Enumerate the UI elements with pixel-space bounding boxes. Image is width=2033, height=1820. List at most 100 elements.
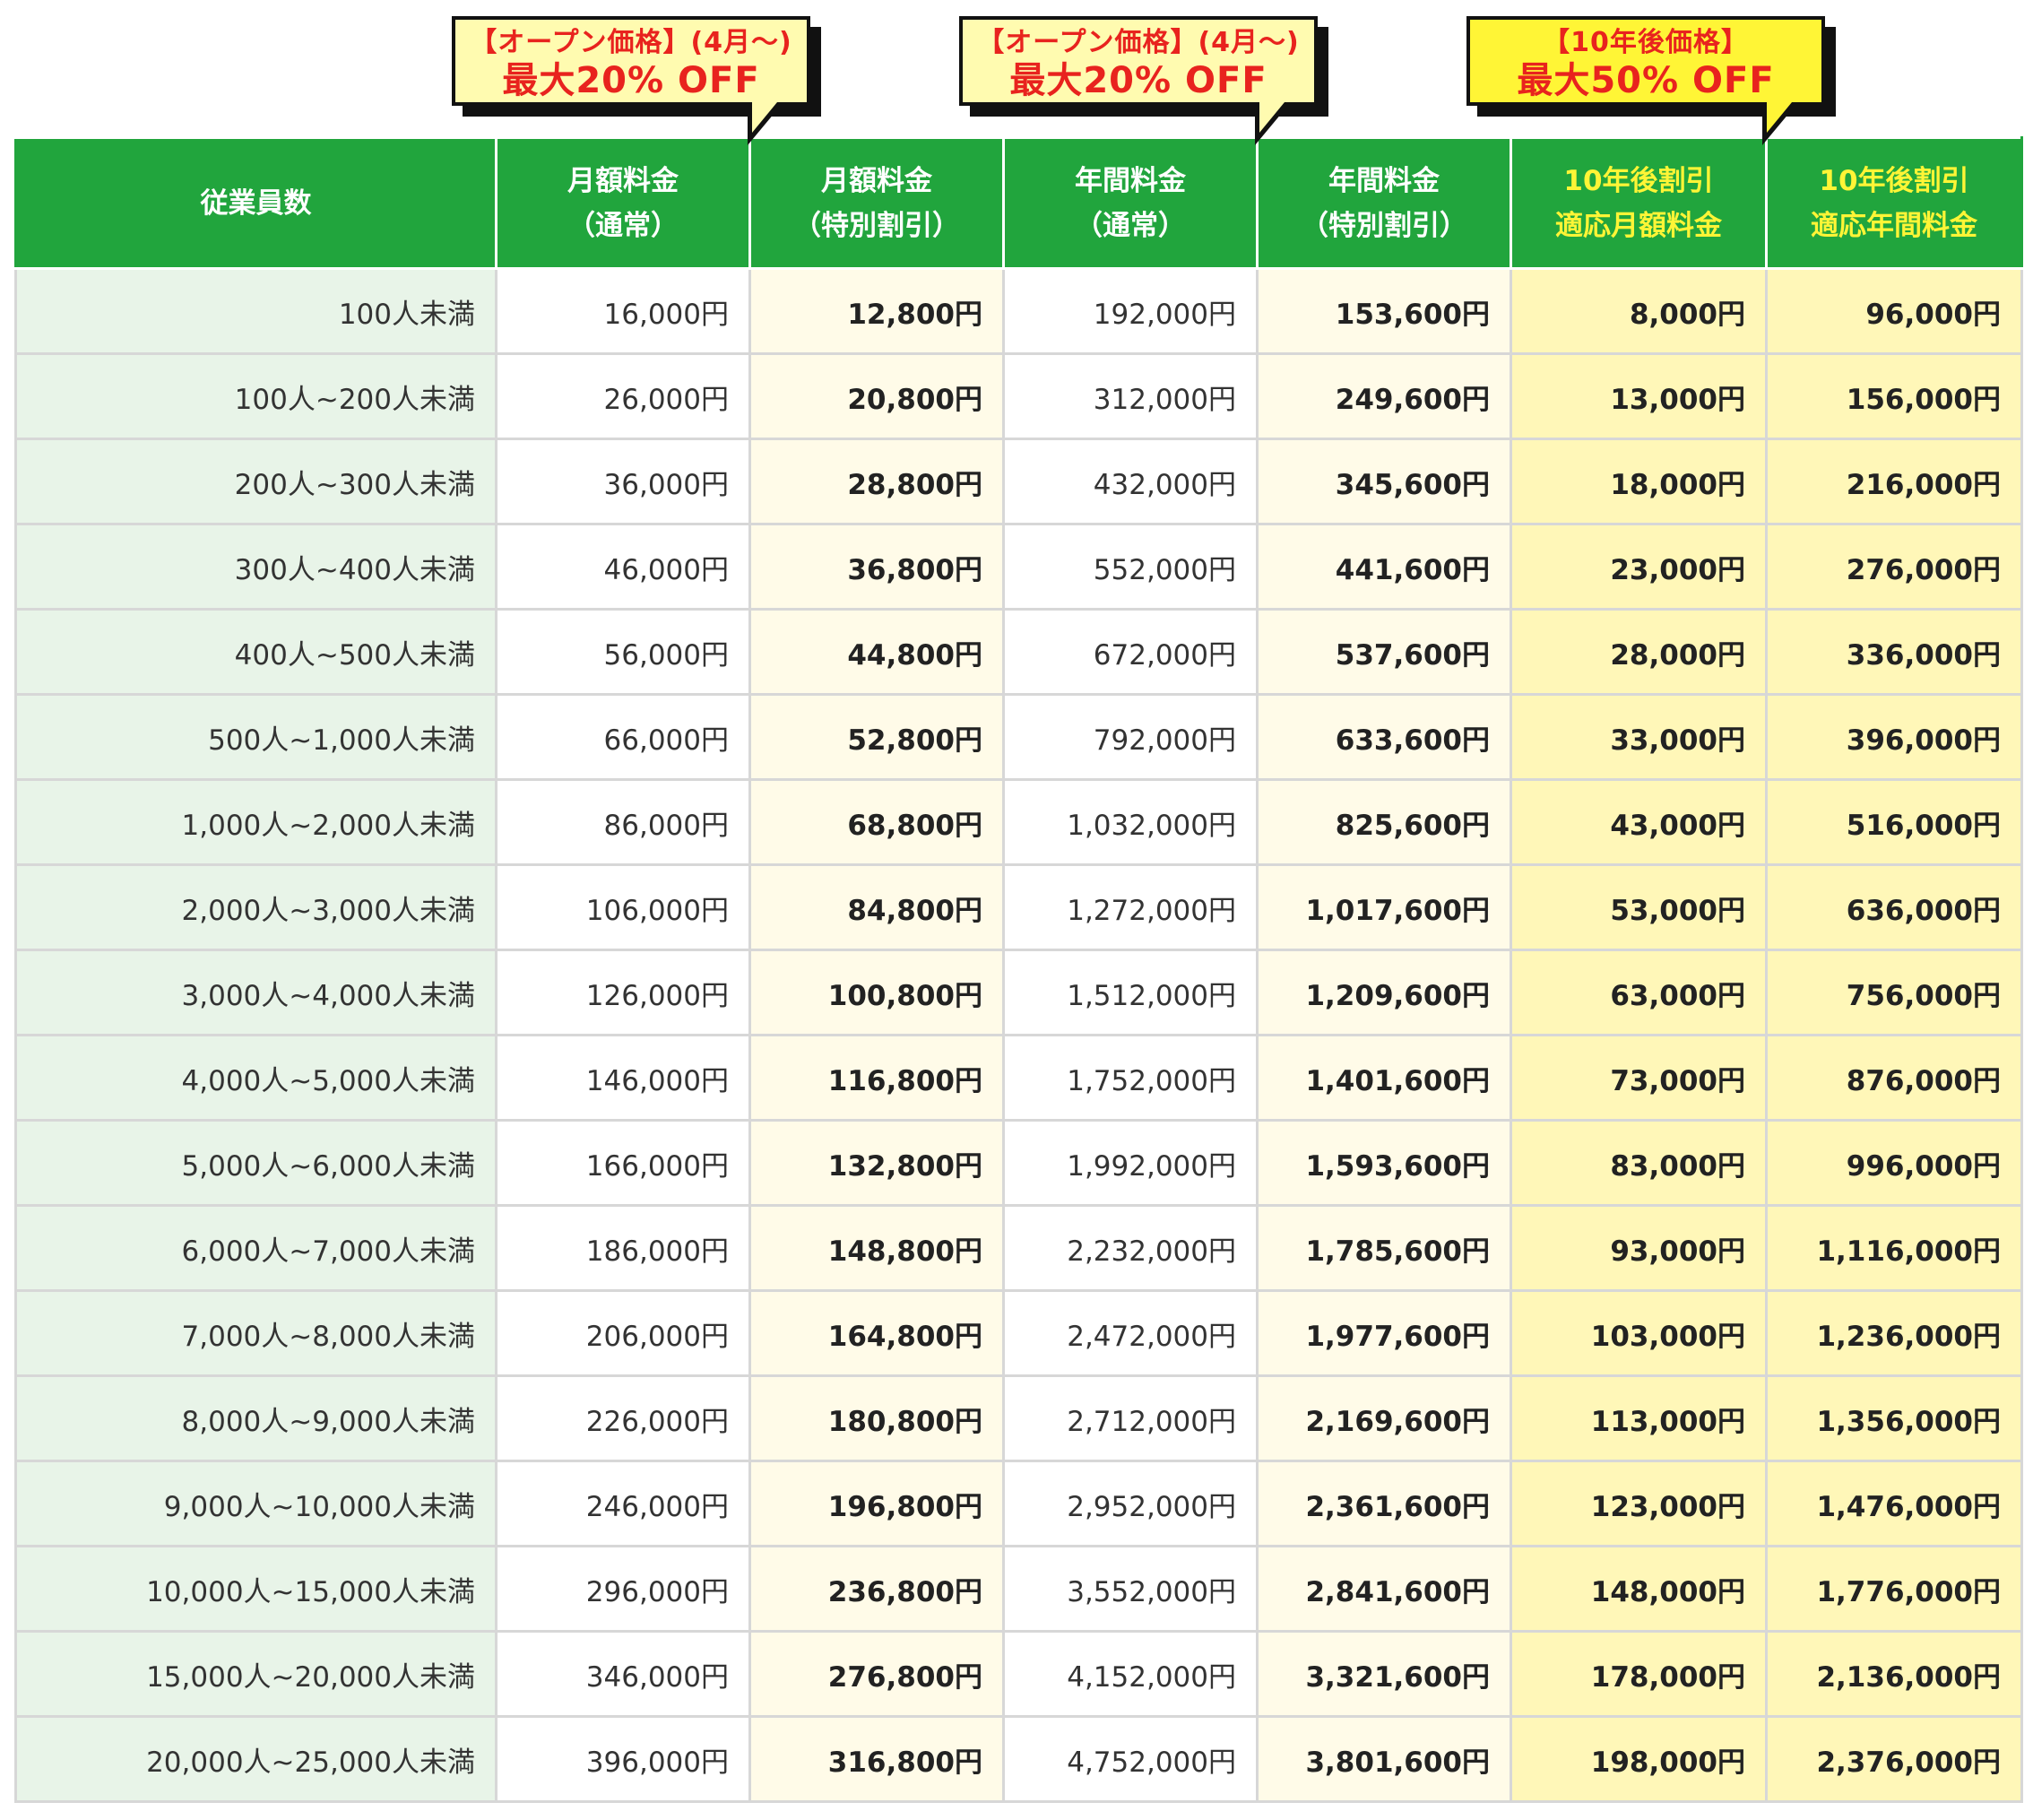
table-row: 8,000人~9,000人未満 226,000円 180,800円 2,712,000… [14, 1374, 2023, 1462]
employee-count-cell: 7,000人~8,000人未満 [14, 1289, 497, 1377]
table-row: 4,000人~5,000人未満 146,000円 116,800円 1,752,000… [14, 1034, 2023, 1122]
header-sublabel: （通常） [1075, 209, 1186, 242]
monthly-normal-cell: 66,000円 [495, 693, 751, 781]
table-body: 100人未満 16,000円 12,800円 192,000円 153,600円 8,00… [14, 267, 2023, 1803]
annual-special-cell: 1,977,600円 [1256, 1289, 1512, 1377]
tenyear-annual-cell: 96,000円 [1765, 267, 2023, 355]
employee-count-cell: 400人~500人未満 [14, 608, 497, 696]
badge-discount: 最大50% OFF [1517, 60, 1775, 101]
annual-normal-cell: 1,752,000円 [1002, 1034, 1259, 1122]
annual-special-cell: 441,600円 [1256, 523, 1512, 611]
monthly-normal-cell: 186,000円 [495, 1204, 751, 1292]
monthly-special-cell: 164,800円 [748, 1289, 1005, 1377]
pricing-table: 従業員数 月額料金 （通常） 月額料金 （特別割引） 年間料金 （通常） 年間料… [14, 136, 2023, 1803]
annual-special-cell: 1,209,600円 [1256, 949, 1512, 1036]
header-annual-special: 年間料金 （特別割引） [1256, 136, 1512, 270]
monthly-normal-cell: 396,000円 [495, 1715, 751, 1803]
annual-special-cell: 1,785,600円 [1256, 1204, 1512, 1292]
monthly-special-cell: 100,800円 [748, 949, 1005, 1036]
header-tenyear-monthly: 10年後割引 適応月額料金 [1510, 136, 1768, 270]
monthly-special-cell: 52,800円 [748, 693, 1005, 781]
annual-special-cell: 1,017,600円 [1256, 863, 1512, 951]
table-row: 9,000人~10,000人未満 246,000円 196,800円 2,952,00… [14, 1460, 2023, 1547]
monthly-normal-cell: 126,000円 [495, 949, 751, 1036]
header-label: 10年後割引 [1563, 164, 1714, 197]
annual-special-cell: 537,600円 [1256, 608, 1512, 696]
table-row: 20,000人~25,000人未満 396,000円 316,800円 4,752,0… [14, 1715, 2023, 1803]
table-row: 3,000人~4,000人未満 126,000円 100,800円 1,512,000… [14, 949, 2023, 1036]
table-row: 1,000人~2,000人未満 86,000円 68,800円 1,032,000円 8… [14, 778, 2023, 866]
tenyear-monthly-cell: 8,000円 [1510, 267, 1768, 355]
badge-subtitle: 【10年後価格】 [1543, 27, 1749, 58]
tenyear-monthly-cell: 93,000円 [1510, 1204, 1768, 1292]
monthly-special-cell: 68,800円 [748, 778, 1005, 866]
header-sublabel: 適応年間料金 [1811, 209, 1977, 242]
table-row: 100人未満 16,000円 12,800円 192,000円 153,600円 8,00… [14, 267, 2023, 355]
tenyear-monthly-cell: 18,000円 [1510, 438, 1768, 525]
badge-subtitle: 【オープン価格】(4月～) [470, 27, 792, 58]
employee-count-cell: 200人~300人未満 [14, 438, 497, 525]
tenyear-monthly-cell: 198,000円 [1510, 1715, 1768, 1803]
tenyear-monthly-cell: 53,000円 [1510, 863, 1768, 951]
monthly-special-cell: 276,800円 [748, 1630, 1005, 1718]
annual-normal-cell: 792,000円 [1002, 693, 1259, 781]
tenyear-annual-cell: 396,000円 [1765, 693, 2023, 781]
open-price-badge-monthly: 【オープン価格】(4月～) 最大20% OFF [452, 16, 821, 145]
annual-special-cell: 2,361,600円 [1256, 1460, 1512, 1547]
employee-count-cell: 1,000人~2,000人未満 [14, 778, 497, 866]
annual-special-cell: 1,401,600円 [1256, 1034, 1512, 1122]
monthly-special-cell: 44,800円 [748, 608, 1005, 696]
annual-special-cell: 2,169,600円 [1256, 1374, 1512, 1462]
tenyear-monthly-cell: 23,000円 [1510, 523, 1768, 611]
tenyear-annual-cell: 336,000円 [1765, 608, 2023, 696]
table-row: 100人~200人未満 26,000円 20,800円 312,000円 249,600… [14, 352, 2023, 440]
tenyear-annual-cell: 1,116,000円 [1765, 1204, 2023, 1292]
header-sublabel: （通常） [567, 209, 679, 242]
monthly-normal-cell: 106,000円 [495, 863, 751, 951]
tenyear-monthly-cell: 28,000円 [1510, 608, 1768, 696]
tenyear-monthly-cell: 73,000円 [1510, 1034, 1768, 1122]
annual-special-cell: 249,600円 [1256, 352, 1512, 440]
annual-normal-cell: 1,032,000円 [1002, 778, 1259, 866]
monthly-special-cell: 20,800円 [748, 352, 1005, 440]
monthly-special-cell: 116,800円 [748, 1034, 1005, 1122]
monthly-normal-cell: 16,000円 [495, 267, 751, 355]
header-label: 10年後割引 [1819, 164, 1969, 197]
header-employees: 従業員数 [14, 136, 497, 270]
employee-count-cell: 500人~1,000人未満 [14, 693, 497, 781]
monthly-normal-cell: 146,000円 [495, 1034, 751, 1122]
open-price-badge-annual: 【オープン価格】(4月～) 最大20% OFF [959, 16, 1328, 145]
annual-normal-cell: 4,752,000円 [1002, 1715, 1259, 1803]
tenyear-annual-cell: 1,476,000円 [1765, 1460, 2023, 1547]
badge-discount: 最大20% OFF [1009, 60, 1267, 101]
monthly-normal-cell: 86,000円 [495, 778, 751, 866]
annual-normal-cell: 1,992,000円 [1002, 1119, 1259, 1207]
header-sublabel: （特別割引） [793, 209, 960, 242]
monthly-special-cell: 36,800円 [748, 523, 1005, 611]
monthly-special-cell: 148,800円 [748, 1204, 1005, 1292]
table-row: 7,000人~8,000人未満 206,000円 164,800円 2,472,000… [14, 1289, 2023, 1377]
annual-special-cell: 345,600円 [1256, 438, 1512, 525]
header-sublabel: （特別割引） [1301, 209, 1467, 242]
tenyear-annual-cell: 1,356,000円 [1765, 1374, 2023, 1462]
tenyear-annual-cell: 636,000円 [1765, 863, 2023, 951]
tenyear-annual-cell: 2,376,000円 [1765, 1715, 2023, 1803]
table-row: 300人~400人未満 46,000円 36,800円 552,000円 441,600… [14, 523, 2023, 611]
monthly-normal-cell: 296,000円 [495, 1545, 751, 1633]
annual-normal-cell: 2,472,000円 [1002, 1289, 1259, 1377]
annual-special-cell: 153,600円 [1256, 267, 1512, 355]
annual-normal-cell: 432,000円 [1002, 438, 1259, 525]
header-label: 月額料金 [821, 164, 932, 197]
tenyear-monthly-cell: 178,000円 [1510, 1630, 1768, 1718]
table-row: 200人~300人未満 36,000円 28,800円 432,000円 345,600… [14, 438, 2023, 525]
monthly-normal-cell: 246,000円 [495, 1460, 751, 1547]
annual-normal-cell: 1,512,000円 [1002, 949, 1259, 1036]
tenyear-monthly-cell: 103,000円 [1510, 1289, 1768, 1377]
annual-special-cell: 633,600円 [1256, 693, 1512, 781]
tenyear-annual-cell: 2,136,000円 [1765, 1630, 2023, 1718]
employee-count-cell: 20,000人~25,000人未満 [14, 1715, 497, 1803]
employee-count-cell: 100人~200人未満 [14, 352, 497, 440]
annual-normal-cell: 192,000円 [1002, 267, 1259, 355]
annual-normal-cell: 2,232,000円 [1002, 1204, 1259, 1292]
table-row: 500人~1,000人未満 66,000円 52,800円 792,000円 633,6… [14, 693, 2023, 781]
